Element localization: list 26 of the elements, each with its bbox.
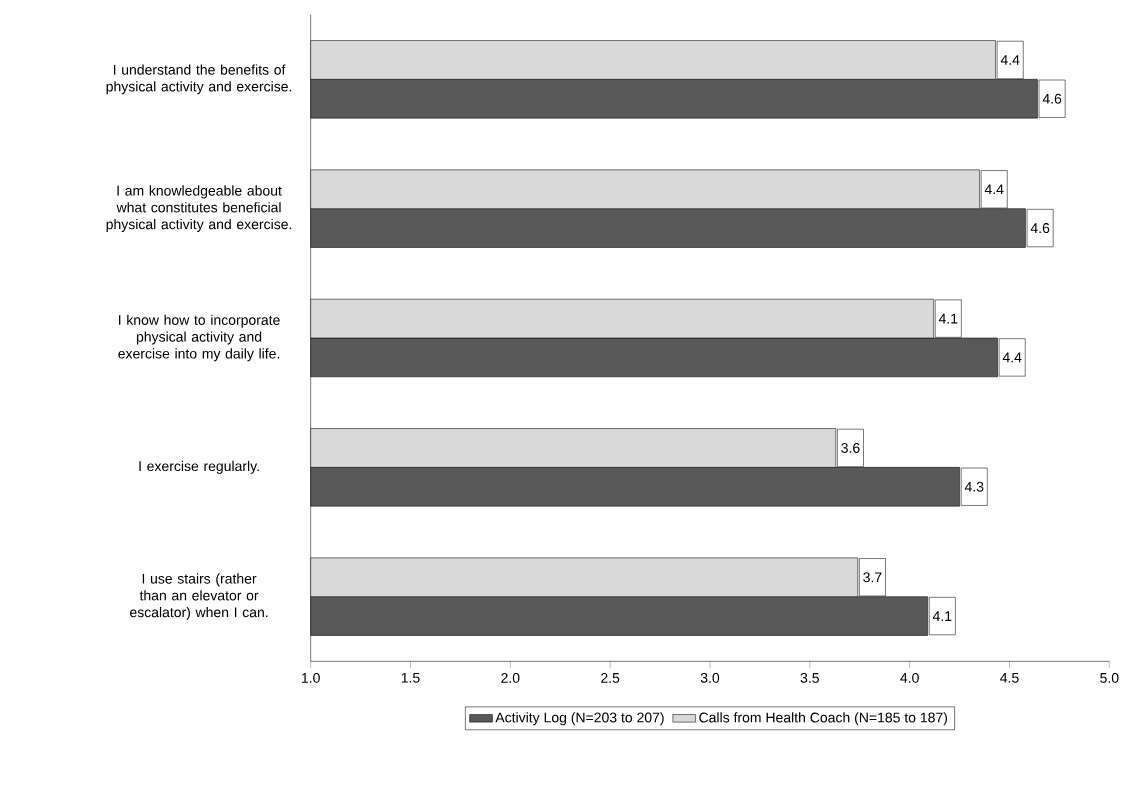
data-label: 4.3	[964, 481, 984, 492]
x-tick-label: 3.0	[700, 673, 720, 684]
y-tick-label: I exercise regularly.	[139, 460, 259, 475]
data-label: 4.4	[984, 184, 1004, 195]
x-tick-label: 3.5	[800, 673, 819, 684]
y-tick-label: I use stairs (rather than an elevator or escalator) when I can.	[130, 573, 268, 621]
data-label: 3.7	[863, 572, 882, 583]
legend-label: Calls from Health Coach (N=185 to 187)	[699, 712, 948, 726]
data-label: 4.4	[1000, 55, 1020, 65]
y-tick-label: I understand the benefits of physical activity and exercise.	[106, 64, 292, 95]
data-label: 4.1	[938, 313, 958, 324]
data-label: 4.6	[1042, 93, 1062, 104]
legend-label: Activity Log (N=203 to 207)	[495, 712, 664, 726]
data-label: 4.1	[932, 611, 952, 622]
x-tick-label: 2.5	[601, 673, 620, 684]
y-tick-label: I know how to incorporate physical activity and exercise into my daily life.	[118, 314, 280, 362]
x-tick-label: 4.0	[900, 673, 919, 684]
x-tick-label: 1.5	[401, 673, 420, 683]
y-tick-label: I am knowledgeable about what constitutes beneficial physical activity and exercise.	[106, 185, 292, 233]
x-tick-label: 1.0	[302, 673, 320, 684]
data-label: 4.4	[1002, 352, 1022, 363]
data-label: 3.6	[841, 443, 860, 454]
x-tick-label: 5.0	[1100, 673, 1119, 684]
data-label: 4.6	[1030, 223, 1050, 234]
x-tick-label: 4.5	[1000, 673, 1019, 683]
x-tick-label: 2.0	[501, 673, 520, 684]
